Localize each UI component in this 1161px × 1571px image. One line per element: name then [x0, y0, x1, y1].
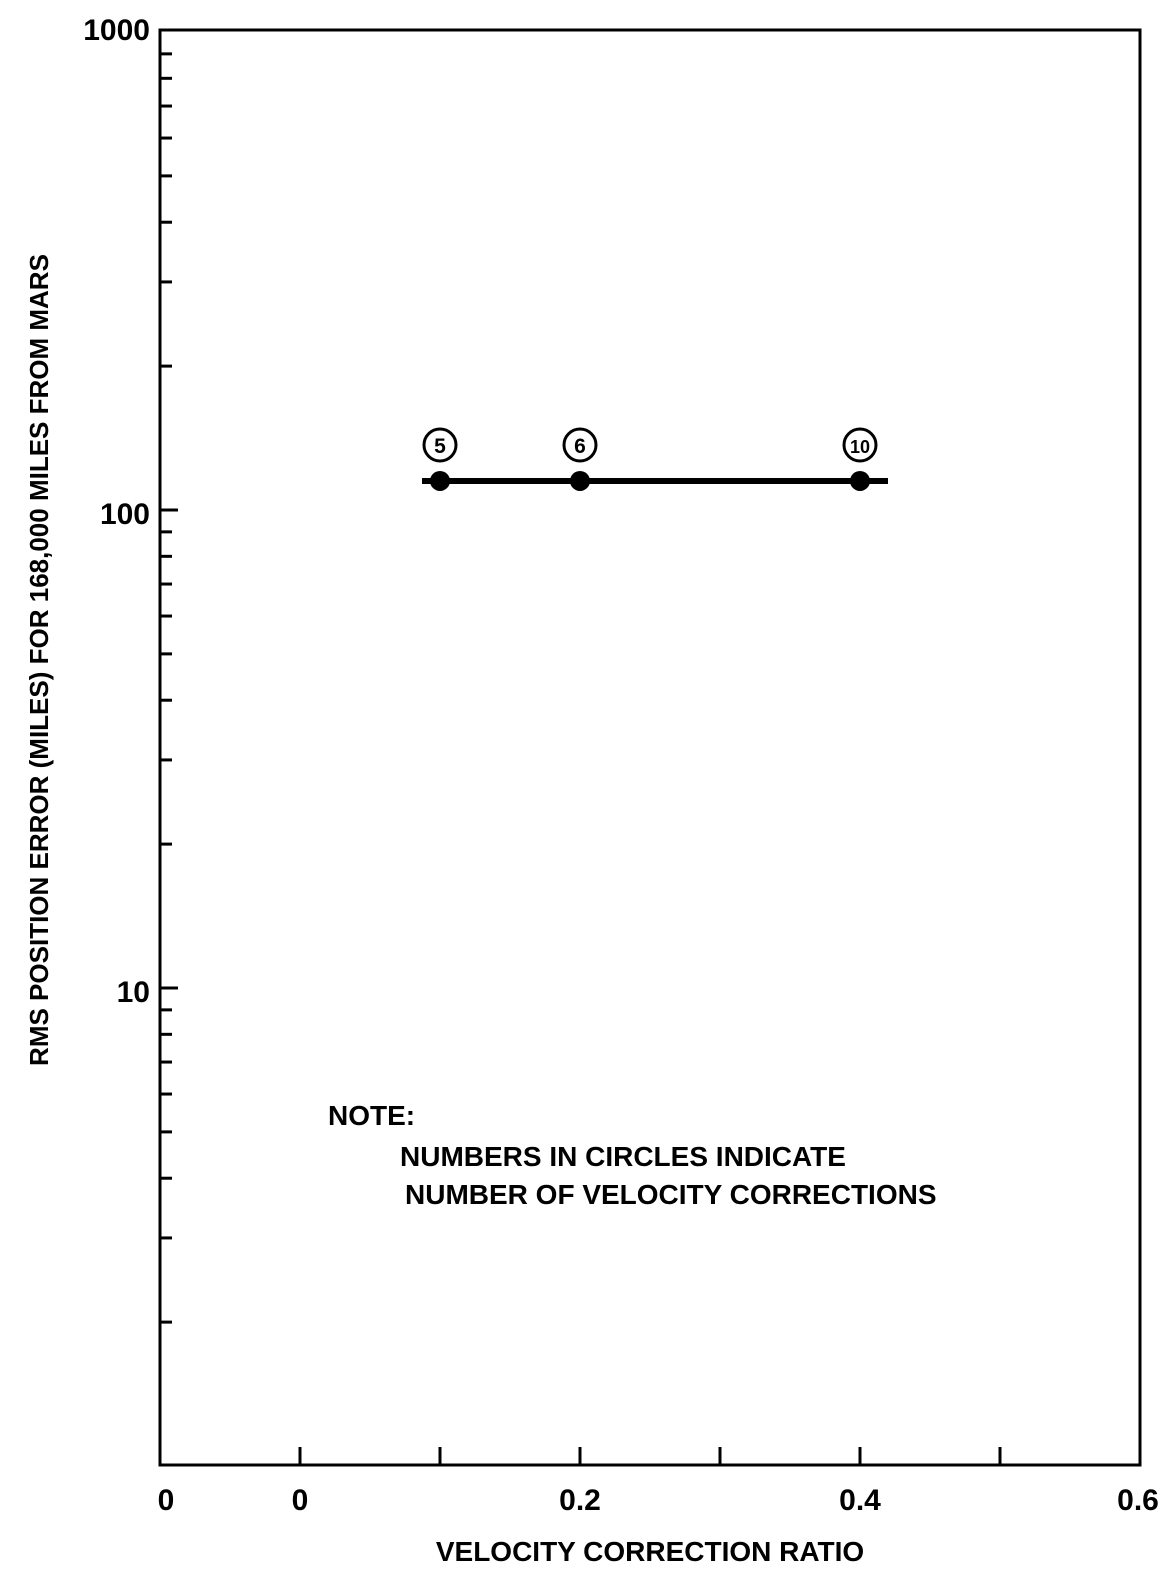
y-tick-label-10: 10 — [117, 976, 150, 1009]
data-point — [850, 470, 870, 491]
x-tick-label-0.4: 0.4 — [839, 1484, 881, 1517]
data-point — [430, 470, 450, 491]
plot-frame — [158, 28, 1142, 1467]
note-line-2: NUMBER OF VELOCITY CORRECTIONS — [405, 1179, 937, 1210]
x-tick-label-0.6: 0.6 — [1117, 1484, 1159, 1517]
note-heading: NOTE: — [328, 1100, 415, 1131]
point-label: 10 — [850, 437, 870, 457]
x-axis-title: VELOCITY CORRECTION RATIO — [436, 1536, 864, 1567]
series-group: 5 6 10 — [422, 427, 888, 491]
y-tick-label-100: 100 — [100, 498, 150, 531]
y-ticks — [160, 52, 178, 1324]
y-tick-label-1000: 1000 — [83, 14, 150, 47]
note-line-1: NUMBERS IN CIRCLES INDICATE — [400, 1141, 846, 1172]
point-label: 5 — [434, 435, 446, 458]
x-tick-label-0.2: 0.2 — [559, 1484, 601, 1517]
point-label-circle — [562, 427, 598, 463]
data-point — [570, 470, 590, 491]
point-label: 6 — [574, 435, 586, 458]
x-ticks — [298, 1447, 1002, 1465]
x-tick-label-0-left: 0 — [158, 1484, 175, 1517]
point-label-circle — [842, 427, 878, 463]
point-label-circle — [422, 427, 458, 463]
y-axis-title: RMS POSITION ERROR (MILES) FOR 168,000 M… — [24, 254, 54, 1066]
x-tick-label-0: 0 — [292, 1484, 309, 1517]
